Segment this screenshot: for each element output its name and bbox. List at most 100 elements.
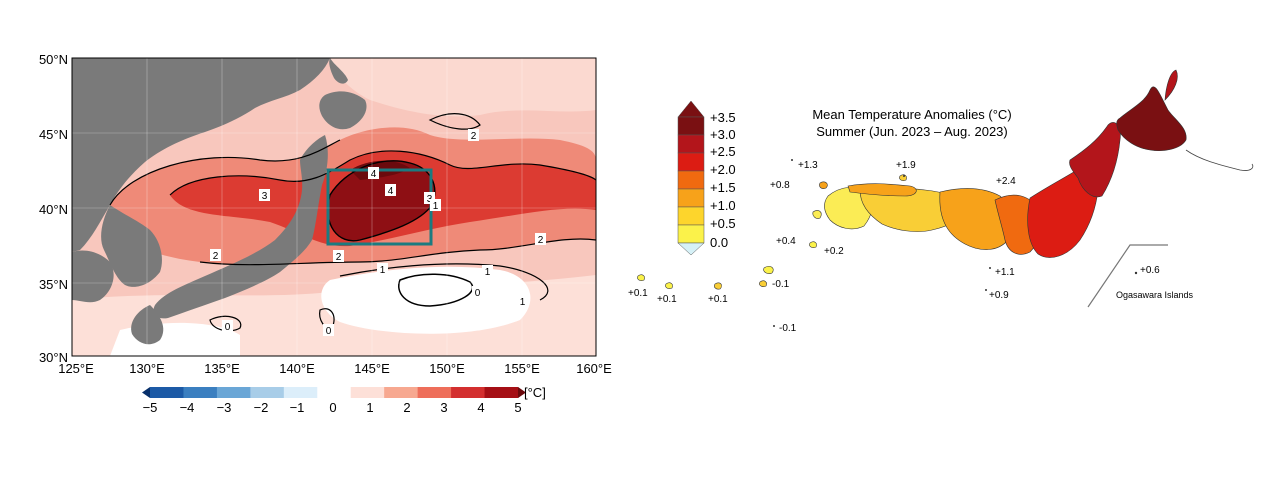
colorbar-swatch bbox=[417, 387, 452, 398]
island-ogasawara-dot bbox=[1134, 271, 1138, 275]
colorbar-ticks: −5 −4 −3 −2 −1 0 1 2 3 4 5 bbox=[143, 400, 522, 415]
colorbar-tick-label: −1 bbox=[290, 400, 305, 415]
station-value: +0.6 bbox=[1140, 265, 1160, 276]
land-kyushu bbox=[131, 305, 164, 345]
station-value: +1.1 bbox=[995, 267, 1015, 278]
colorbar-swatch bbox=[384, 387, 419, 398]
island-oki bbox=[819, 181, 828, 189]
lat-label: 30°N bbox=[39, 350, 68, 365]
contour-label: 1 bbox=[377, 263, 388, 276]
svg-text:4: 4 bbox=[388, 186, 394, 197]
legend-label: 0.0 bbox=[710, 235, 728, 250]
colorbar-swatch bbox=[216, 387, 251, 398]
legend-swatch bbox=[677, 224, 705, 244]
legend-labels: +3.5 +3.0 +2.5 +2.0 +1.5 +1.0 +0.5 0.0 bbox=[710, 110, 736, 250]
colorbar-tick-label: −3 bbox=[217, 400, 232, 415]
colorbar-swatch bbox=[183, 387, 218, 398]
colorbar-swatch bbox=[250, 387, 285, 398]
station-values: +1.3 +1.9 +0.8 +2.4 +0.4 +0.2 +1.1 +0.9 … bbox=[628, 160, 1160, 334]
station-value: +1.9 bbox=[896, 160, 916, 171]
lon-label: 145°E bbox=[354, 361, 390, 376]
island-yaeyama bbox=[637, 274, 645, 281]
map-gridlines bbox=[72, 58, 596, 356]
island-goto bbox=[812, 210, 822, 219]
region-tohoku bbox=[1069, 122, 1121, 198]
colorbar-swatch bbox=[283, 387, 318, 398]
contour-label: 1 bbox=[517, 295, 528, 308]
svg-text:1: 1 bbox=[380, 265, 386, 276]
land-korea-coast bbox=[72, 250, 114, 303]
legend-swatch bbox=[677, 152, 705, 172]
colorbar-tick-label: −5 bbox=[143, 400, 158, 415]
anomaly-legend bbox=[677, 100, 705, 256]
lat-label: 45°N bbox=[39, 127, 68, 142]
svg-text:0: 0 bbox=[326, 326, 332, 337]
map-area: 4 4 3 3 2 2 2 2 1 1 1 1 0 0 0 bbox=[72, 58, 596, 356]
legend-swatch bbox=[677, 134, 705, 154]
lon-label: 125°E bbox=[58, 361, 94, 376]
station-value: +0.4 bbox=[776, 236, 796, 247]
lon-label: 150°E bbox=[429, 361, 465, 376]
lon-label: 160°E bbox=[576, 361, 612, 376]
region-san-in bbox=[847, 183, 917, 197]
svg-text:3: 3 bbox=[262, 191, 268, 202]
region-hokkaido-north bbox=[1164, 69, 1178, 101]
contour-label: 4 bbox=[385, 184, 396, 197]
legend-label: +3.5 bbox=[710, 110, 736, 125]
land-anomaly-map: +3.5 +3.0 +2.5 +2.0 +1.5 +1.0 +0.5 0.0 M… bbox=[628, 69, 1254, 334]
sea-zone-plus4 bbox=[327, 160, 435, 241]
legend-label: +1.0 bbox=[710, 198, 736, 213]
svg-text:2: 2 bbox=[538, 235, 544, 246]
lat-label: 35°N bbox=[39, 277, 68, 292]
contour-label: 4 bbox=[368, 167, 379, 180]
kuril-islands bbox=[1185, 149, 1254, 171]
colorbar-tick-label: 0 bbox=[329, 400, 336, 415]
inset-label: Ogasawara Islands bbox=[1116, 290, 1194, 300]
legend-swatch bbox=[677, 206, 705, 226]
sst-anomaly-map-panel: 4 4 3 3 2 2 2 2 1 1 1 1 0 0 0 50°N 45°N … bbox=[0, 0, 640, 483]
colorbar-tick-label: 2 bbox=[403, 400, 410, 415]
station-value: +1.3 bbox=[798, 160, 818, 171]
map-title: Mean Temperature Anomalies (°C) bbox=[812, 107, 1011, 122]
contour-label: 1 bbox=[430, 199, 441, 212]
station-value: +0.1 bbox=[628, 288, 648, 299]
island-daito bbox=[763, 266, 774, 274]
lon-label: 140°E bbox=[279, 361, 315, 376]
legend-swatch bbox=[677, 170, 705, 190]
contour-label: 2 bbox=[210, 249, 221, 262]
colorbar-tick-label: 1 bbox=[366, 400, 373, 415]
land-asia-continent bbox=[72, 58, 330, 252]
station-value: +0.1 bbox=[708, 294, 728, 305]
colorbar-tick-label: 4 bbox=[477, 400, 484, 415]
longitude-labels: 125°E 130°E 135°E 140°E 145°E 150°E 155°… bbox=[58, 361, 612, 376]
legend-label: +2.5 bbox=[710, 144, 736, 159]
svg-text:2: 2 bbox=[471, 131, 477, 142]
legend-label: +1.5 bbox=[710, 180, 736, 195]
colorbar-tick-label: 3 bbox=[440, 400, 447, 415]
land-anomaly-map-panel: +3.5 +3.0 +2.5 +2.0 +1.5 +1.0 +0.5 0.0 M… bbox=[620, 0, 1280, 483]
contour-label: 2 bbox=[535, 233, 546, 246]
map-frame bbox=[71, 57, 597, 357]
sst-colorbar bbox=[142, 387, 526, 398]
svg-text:1: 1 bbox=[433, 201, 439, 212]
map-subtitle: Summer (Jun. 2023 – Aug. 2023) bbox=[816, 124, 1008, 139]
island-koshiki bbox=[809, 241, 817, 248]
colorbar-swatch bbox=[317, 387, 352, 398]
contour-label: 2 bbox=[333, 250, 344, 263]
lon-label: 155°E bbox=[504, 361, 540, 376]
contour-label: 0 bbox=[472, 286, 483, 299]
colorbar-swatch bbox=[350, 387, 385, 398]
svg-text:2: 2 bbox=[336, 252, 342, 263]
legend-label: +0.5 bbox=[710, 216, 736, 231]
station-dots bbox=[773, 159, 991, 327]
legend-swatch bbox=[677, 242, 705, 256]
colorbar-unit: [°C] bbox=[524, 385, 546, 400]
contour-label: 3 bbox=[259, 189, 270, 202]
lat-label: 50°N bbox=[39, 52, 68, 67]
svg-text:3: 3 bbox=[427, 194, 433, 205]
colorbar-swatch bbox=[150, 387, 184, 398]
legend-swatch bbox=[677, 116, 705, 136]
svg-text:0: 0 bbox=[225, 322, 231, 333]
land-sakhalin bbox=[329, 58, 348, 84]
svg-text:2: 2 bbox=[213, 251, 219, 262]
